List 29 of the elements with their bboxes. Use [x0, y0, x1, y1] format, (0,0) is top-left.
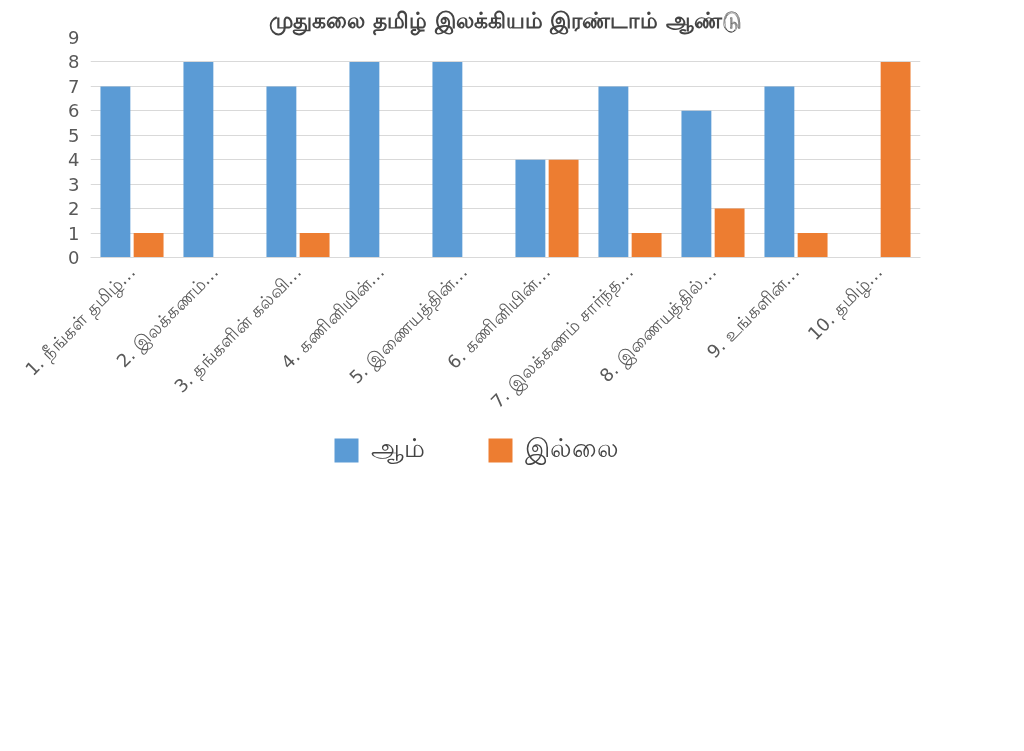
bar — [515, 159, 546, 258]
y-tick-label: 4 — [68, 149, 80, 171]
y-tick-label: 8 — [68, 51, 80, 73]
bar — [714, 208, 745, 258]
bar — [266, 86, 297, 258]
y-tick-label: 3 — [68, 173, 80, 195]
bar — [100, 86, 131, 258]
y-tick-label: 7 — [68, 75, 80, 97]
bar — [432, 61, 463, 258]
bar — [681, 110, 712, 258]
y-tick-label: 9 — [68, 27, 80, 48]
y-tick-label: 0 — [68, 247, 80, 268]
legend-label: இல்லை — [525, 433, 619, 467]
bar — [349, 61, 380, 258]
bar — [764, 86, 795, 258]
bar — [548, 159, 579, 258]
bar — [880, 61, 911, 258]
bar — [797, 233, 828, 258]
bar — [299, 233, 330, 258]
y-tick-label: 2 — [68, 198, 80, 220]
y-tick-label: 1 — [68, 222, 80, 244]
bar — [183, 61, 214, 258]
y-tick-label: 5 — [68, 124, 80, 146]
bar — [631, 233, 662, 258]
legend-label: ஆம் — [371, 433, 425, 466]
bar — [598, 86, 629, 258]
y-tick-label: 6 — [68, 100, 80, 122]
chart-title: முதுகலை தமிழ் இலக்கியம் இரண்டாம் ஆண்டு — [269, 7, 742, 36]
bar — [133, 233, 164, 258]
